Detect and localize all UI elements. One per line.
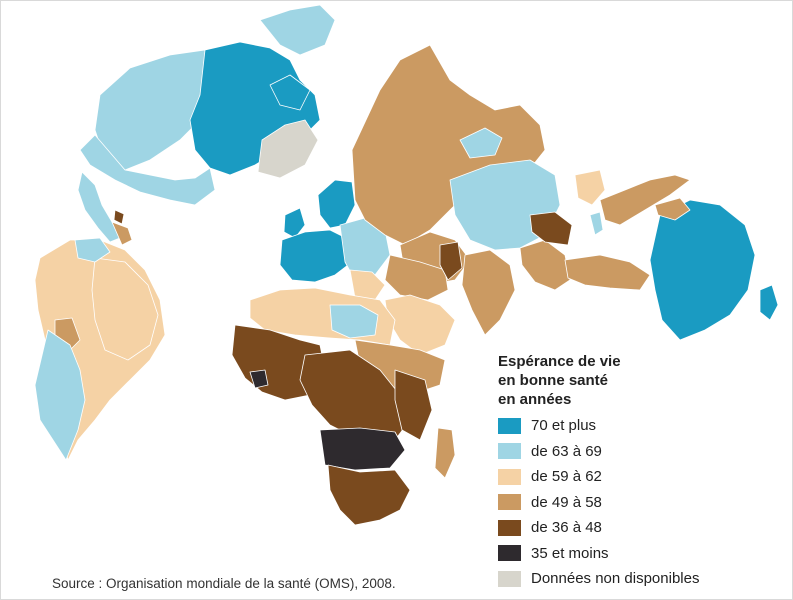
region-chile-argentina xyxy=(34,329,86,461)
legend-item-35-less: 35 et moins xyxy=(498,541,788,567)
region-new-zealand xyxy=(759,284,779,321)
region-philippines xyxy=(599,174,691,226)
region-southeast-asia xyxy=(519,239,571,291)
legend-item-36-48: de 36 à 48 xyxy=(498,515,788,541)
region-brazil xyxy=(91,257,159,361)
legend-swatch xyxy=(498,443,521,460)
region-angola-zambia xyxy=(319,427,406,471)
region-australia xyxy=(649,199,756,341)
legend-swatch xyxy=(498,570,521,587)
region-western-europe xyxy=(279,229,353,283)
region-central-america xyxy=(111,221,133,246)
region-arctic-islands xyxy=(269,74,311,111)
legend-item-49-58: de 49 à 58 xyxy=(498,490,788,516)
source-note: Source : Organisation mondiale de la san… xyxy=(52,576,396,591)
region-papua xyxy=(654,197,691,221)
region-balkans xyxy=(349,269,386,301)
legend-label: 35 et moins xyxy=(531,544,609,562)
legend-swatch xyxy=(498,519,521,536)
region-russia xyxy=(351,44,546,246)
region-canada-islands xyxy=(259,4,336,56)
region-sierra-leone xyxy=(249,369,269,389)
legend-swatch xyxy=(498,545,521,562)
region-indonesia xyxy=(564,254,651,291)
legend-swatch xyxy=(498,494,521,511)
region-usa xyxy=(79,134,216,206)
region-mexico xyxy=(77,171,121,243)
legend-label: de 63 à 69 xyxy=(531,442,602,460)
region-uk xyxy=(283,207,306,239)
legend-title-line: en années xyxy=(498,391,572,408)
region-libya-egypt xyxy=(329,304,379,339)
legend-swatch xyxy=(498,468,521,485)
region-venezuela xyxy=(74,237,111,263)
legend-item-59-62: de 59 à 62 xyxy=(498,464,788,490)
legend-title: Espérance de vie en bonne santé en année… xyxy=(498,352,788,409)
region-taiwan xyxy=(589,211,604,236)
legend-label: de 36 à 48 xyxy=(531,519,602,537)
legend-label: de 59 à 62 xyxy=(531,468,602,486)
region-southern-africa xyxy=(327,464,411,526)
region-japan-korea xyxy=(574,169,606,206)
legend-items: 70 et plus de 63 à 69 de 59 à 62 de 49 à… xyxy=(498,413,788,592)
region-turkey-iran xyxy=(384,254,449,301)
legend: Espérance de vie en bonne santé en année… xyxy=(498,352,788,592)
legend-item-63-69: de 63 à 69 xyxy=(498,439,788,465)
legend-label: 70 et plus xyxy=(531,417,597,435)
region-madagascar xyxy=(434,427,456,479)
region-afghanistan xyxy=(439,241,463,281)
legend-title-line: en bonne santé xyxy=(498,372,609,389)
legend-item-70-plus: 70 et plus xyxy=(498,413,788,439)
region-india xyxy=(461,249,516,336)
region-scandinavia xyxy=(317,179,356,229)
region-haiti xyxy=(113,209,125,225)
region-myanmar xyxy=(529,211,573,246)
region-mongolia xyxy=(459,127,503,159)
legend-label: Données non disponibles xyxy=(531,570,700,588)
legend-title-line: Espérance de vie xyxy=(498,353,621,370)
legend-swatch xyxy=(498,417,521,434)
legend-label: de 49 à 58 xyxy=(531,493,602,511)
region-east-africa xyxy=(394,369,433,441)
legend-item-no-data: Données non disponibles xyxy=(498,566,788,592)
region-alaska xyxy=(94,49,209,171)
region-greenland xyxy=(257,119,319,179)
